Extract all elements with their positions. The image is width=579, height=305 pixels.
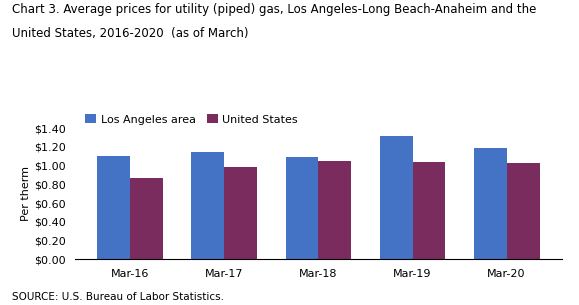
Text: Chart 3. Average prices for utility (piped) gas, Los Angeles-Long Beach-Anaheim : Chart 3. Average prices for utility (pip… (12, 3, 536, 16)
Y-axis label: Per therm: Per therm (21, 166, 31, 221)
Bar (474, 148, 507, 259)
Bar (285, 157, 318, 259)
Legend: Los Angeles area, United States: Los Angeles area, United States (81, 110, 303, 129)
Text: United States, 2016-2020  (as of March): United States, 2016-2020 (as of March) (12, 27, 248, 41)
Bar (507, 163, 540, 259)
Bar (192, 152, 225, 259)
Bar (130, 178, 163, 259)
Bar (225, 167, 257, 259)
Bar (97, 156, 130, 259)
Bar (318, 161, 351, 259)
Bar (380, 136, 412, 259)
Bar (412, 162, 445, 259)
Text: SOURCE: U.S. Bureau of Labor Statistics.: SOURCE: U.S. Bureau of Labor Statistics. (12, 292, 223, 302)
